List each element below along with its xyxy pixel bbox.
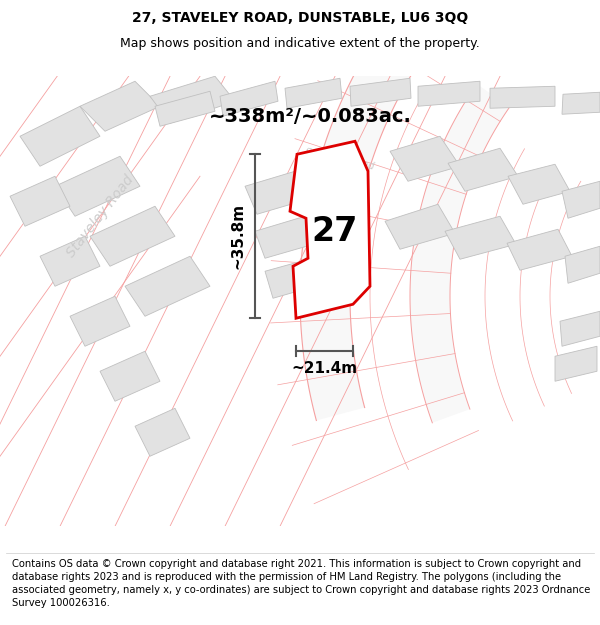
Polygon shape [55, 156, 140, 216]
Polygon shape [285, 78, 342, 108]
Polygon shape [245, 171, 308, 214]
Polygon shape [562, 92, 600, 114]
Text: ~35.8m: ~35.8m [230, 203, 245, 269]
Polygon shape [418, 81, 480, 106]
Polygon shape [445, 216, 516, 259]
Polygon shape [565, 246, 600, 283]
Text: ~21.4m: ~21.4m [292, 361, 358, 376]
Polygon shape [265, 258, 322, 298]
Polygon shape [70, 296, 130, 346]
Polygon shape [448, 148, 518, 191]
Polygon shape [390, 136, 460, 181]
Polygon shape [100, 351, 160, 401]
Polygon shape [20, 106, 100, 166]
Polygon shape [290, 141, 370, 318]
Text: Map shows position and indicative extent of the property.: Map shows position and indicative extent… [120, 37, 480, 50]
Text: 27, STAVELEY ROAD, DUNSTABLE, LU6 3QQ: 27, STAVELEY ROAD, DUNSTABLE, LU6 3QQ [132, 11, 468, 25]
Text: 27: 27 [312, 215, 358, 248]
Polygon shape [555, 346, 597, 381]
Polygon shape [300, 21, 428, 421]
Polygon shape [220, 81, 278, 116]
Polygon shape [410, 84, 509, 422]
Polygon shape [125, 256, 210, 316]
Polygon shape [80, 81, 160, 131]
Polygon shape [508, 164, 570, 204]
Polygon shape [560, 311, 600, 346]
Text: Contains OS data © Crown copyright and database right 2021. This information is : Contains OS data © Crown copyright and d… [12, 559, 590, 608]
Polygon shape [150, 76, 235, 123]
Polygon shape [490, 86, 555, 108]
Polygon shape [255, 216, 317, 258]
Polygon shape [562, 181, 600, 218]
Text: Staveley Road: Staveley Road [64, 173, 136, 260]
Polygon shape [350, 78, 411, 106]
Polygon shape [40, 236, 100, 286]
Polygon shape [155, 91, 215, 126]
Polygon shape [135, 408, 190, 456]
Text: ~338m²/~0.083ac.: ~338m²/~0.083ac. [209, 107, 412, 126]
Polygon shape [10, 176, 70, 226]
Polygon shape [507, 229, 572, 270]
Polygon shape [90, 206, 175, 266]
Text: Staveley Road: Staveley Road [304, 147, 376, 171]
Polygon shape [385, 204, 455, 249]
